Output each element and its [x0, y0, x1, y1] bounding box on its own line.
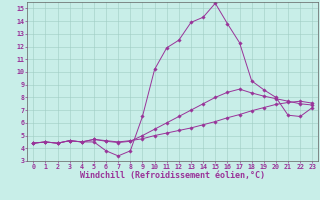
X-axis label: Windchill (Refroidissement éolien,°C): Windchill (Refroidissement éolien,°C)	[80, 171, 265, 180]
